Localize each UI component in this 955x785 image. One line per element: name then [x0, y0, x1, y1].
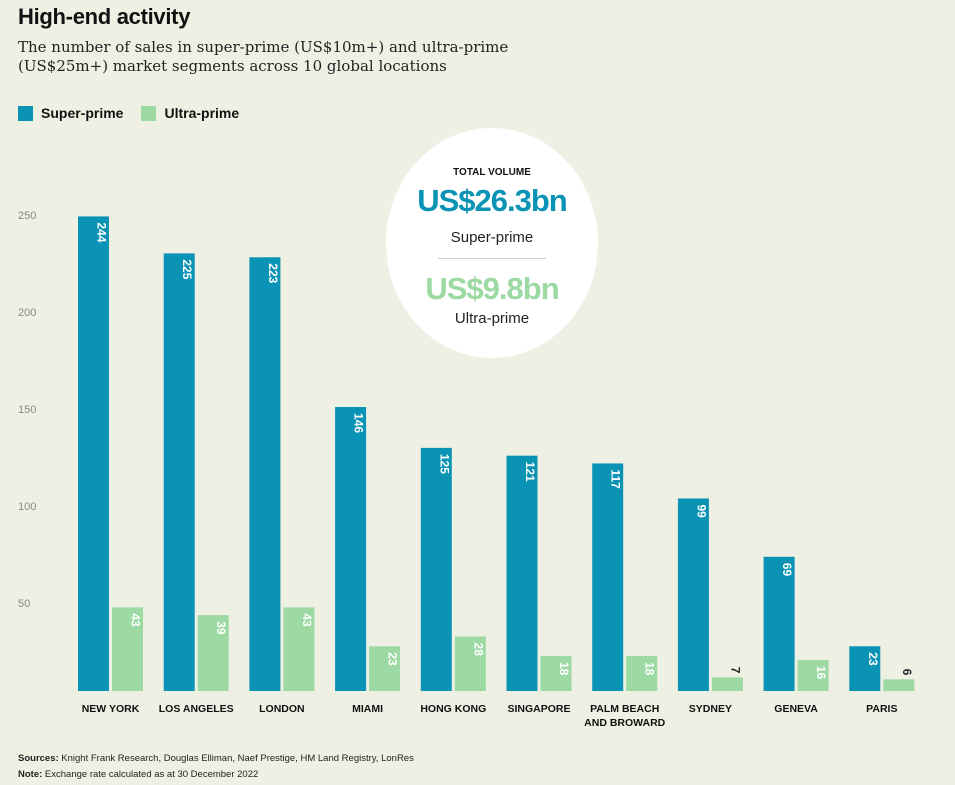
bar-ultra-prime — [797, 659, 829, 691]
data-label: 225 — [180, 259, 194, 279]
sources-line: Sources: Knight Frank Research, Douglas … — [18, 751, 414, 767]
data-label: 23 — [866, 652, 880, 666]
x-tick-label: LOS ANGELES — [159, 703, 234, 715]
bar-super-prime — [763, 556, 795, 691]
sources-text: Knight Frank Research, Douglas Elliman, … — [58, 753, 414, 764]
bar-ultra-prime — [197, 615, 229, 691]
data-label: 18 — [643, 662, 657, 676]
super-prime-total-label: Super-prime — [450, 229, 534, 246]
data-label: 99 — [694, 504, 708, 518]
x-tick-label: LONDON — [259, 703, 305, 715]
bar-super-prime — [335, 407, 367, 691]
bar-super-prime — [849, 646, 881, 691]
data-label: 39 — [214, 621, 228, 635]
total-volume-callout: TOTAL VOLUME US$26.3bn Super-prime US$9.… — [386, 128, 598, 358]
data-label: 28 — [471, 643, 485, 657]
x-tick-label: HONG KONG — [420, 703, 486, 715]
footer: Sources: Knight Frank Research, Douglas … — [18, 751, 414, 783]
legend-label-ultra-prime: Ultra-prime — [164, 105, 240, 121]
x-tick-label: NEW YORK — [82, 703, 140, 715]
bar-super-prime — [506, 455, 538, 691]
x-tick-label: SINGAPORE — [507, 703, 570, 715]
data-label: 69 — [780, 563, 794, 577]
legend-item-super-prime: Super-prime — [18, 105, 123, 121]
data-label: 6 — [900, 669, 914, 676]
y-tick-label: 150 — [18, 404, 36, 416]
bar-ultra-prime — [454, 636, 486, 691]
note-label: Note: — [18, 769, 43, 780]
chart-title: High-end activity — [18, 4, 191, 29]
data-label: 7 — [728, 667, 742, 674]
x-tick-label: SYDNEY — [689, 703, 732, 715]
bar-super-prime — [420, 447, 452, 691]
x-tick-label: GENEVA — [774, 703, 818, 715]
chart-subtitle: The number of sales in super-prime (US$1… — [18, 38, 509, 75]
x-tick-label: PALM BEACH — [590, 703, 659, 715]
ultra-prime-total-label: Ultra-prime — [454, 310, 530, 327]
bar-ultra-prime — [540, 655, 572, 691]
x-tick-label: PARIS — [866, 703, 897, 715]
y-tick-label: 100 — [18, 501, 36, 513]
note-text: Exchange rate calculated as at 30 Decemb… — [42, 769, 259, 780]
legend: Super-prime Ultra-prime — [18, 105, 257, 121]
data-label: 117 — [609, 469, 623, 489]
legend-item-ultra-prime: Ultra-prime — [141, 105, 239, 121]
x-tick-label: MIAMI — [352, 703, 383, 715]
ultra-prime-total: US$9.8bn — [425, 271, 559, 306]
data-label: 23 — [386, 652, 400, 666]
data-label: 16 — [814, 666, 828, 680]
x-tick-label: AND BROWARD — [584, 717, 665, 729]
y-tick-label: 200 — [18, 307, 36, 319]
sources-label: Sources: — [18, 753, 59, 764]
super-prime-total: US$26.3bn — [417, 183, 568, 218]
bar-super-prime — [592, 463, 624, 691]
y-tick-label: 250 — [18, 210, 36, 222]
data-label: 43 — [129, 613, 143, 627]
data-label: 244 — [95, 222, 109, 242]
y-tick-label: 50 — [18, 598, 30, 610]
callout-divider — [438, 258, 546, 259]
data-label: 223 — [266, 263, 280, 283]
data-label: 43 — [300, 613, 314, 627]
bar-super-prime — [163, 253, 195, 691]
bar-ultra-prime — [369, 646, 401, 691]
data-label: 18 — [557, 662, 571, 676]
bar-super-prime — [78, 216, 109, 692]
data-label: 121 — [523, 462, 537, 482]
legend-swatch-ultra-prime — [141, 105, 157, 121]
bar-super-prime — [677, 498, 709, 691]
data-label: 146 — [352, 413, 366, 433]
bar-ultra-prime — [626, 655, 658, 691]
note-line: Note: Exchange rate calculated as at 30 … — [18, 767, 414, 783]
data-label: 125 — [437, 454, 451, 474]
bar-super-prime — [249, 257, 281, 691]
legend-label-super-prime: Super-prime — [41, 105, 124, 121]
legend-swatch-super-prime — [18, 105, 33, 121]
bar-ultra-prime — [883, 679, 915, 691]
bar-ultra-prime — [283, 607, 315, 691]
bar-ultra-prime — [711, 677, 743, 691]
total-volume-heading: TOTAL VOLUME — [453, 167, 531, 178]
bar-ultra-prime — [112, 607, 143, 691]
